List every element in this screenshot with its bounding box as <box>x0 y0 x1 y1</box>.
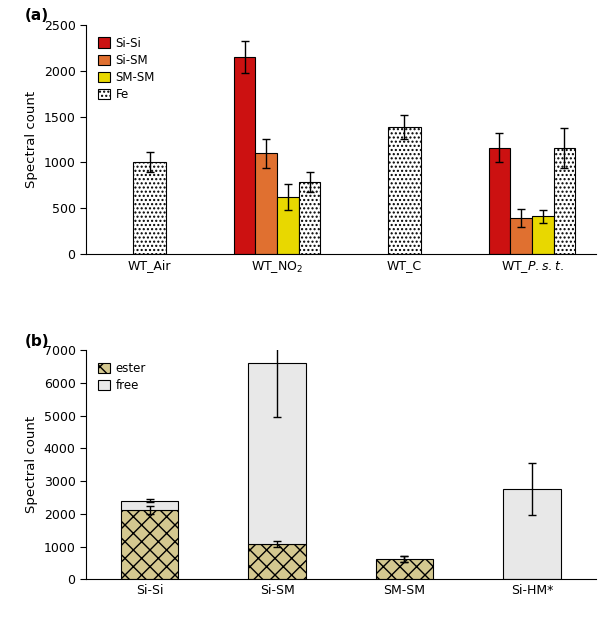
Bar <box>532 216 554 254</box>
Bar <box>121 501 178 510</box>
Bar <box>121 510 178 579</box>
Bar <box>489 148 510 254</box>
Bar <box>554 148 575 254</box>
Y-axis label: Spectral count: Spectral count <box>25 91 38 188</box>
Bar <box>503 489 561 579</box>
Bar <box>249 363 306 544</box>
Bar <box>299 182 321 254</box>
Bar <box>133 163 166 254</box>
Bar <box>234 57 255 254</box>
Text: (a): (a) <box>25 8 49 23</box>
Bar <box>376 559 433 579</box>
Bar <box>249 544 306 579</box>
Bar <box>388 126 421 254</box>
Bar <box>255 153 277 254</box>
Legend: Si-Si, Si-SM, SM-SM, Fe: Si-Si, Si-SM, SM-SM, Fe <box>92 31 161 107</box>
Bar <box>510 218 532 254</box>
Legend: ester, free: ester, free <box>92 356 152 398</box>
Bar <box>277 197 299 254</box>
Text: (b): (b) <box>25 334 50 349</box>
Y-axis label: Spectral count: Spectral count <box>25 416 38 513</box>
